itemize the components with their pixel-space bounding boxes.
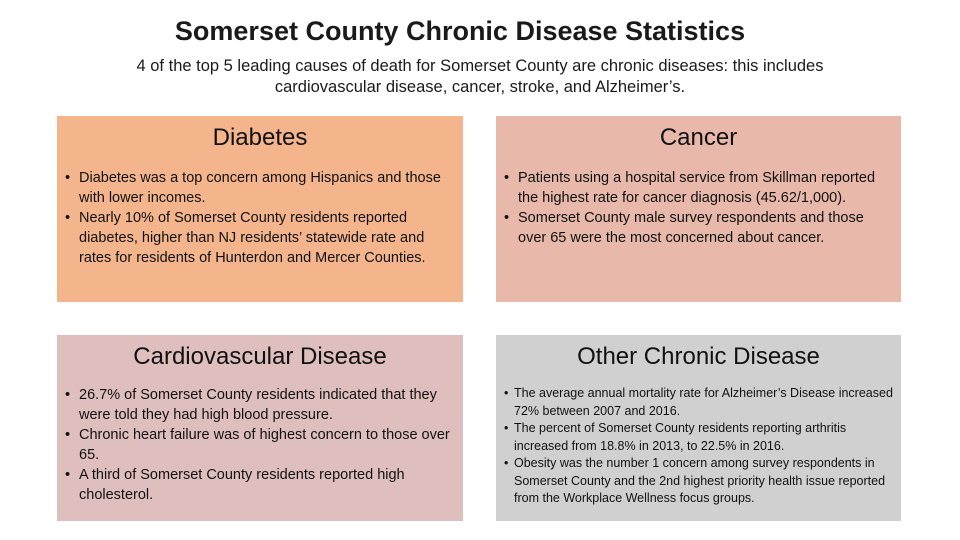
diabetes-box: Diabetes Diabetes was a top concern amon…: [57, 116, 463, 302]
list-item: 26.7% of Somerset County residents indic…: [65, 385, 455, 425]
list-item: Patients using a hospital service from S…: [504, 168, 893, 208]
cancer-list: Patients using a hospital service from S…: [504, 168, 893, 248]
page-subtitle: 4 of the top 5 leading causes of death f…: [136, 57, 824, 96]
other-chronic-disease-list: The average annual mortality rate for Al…: [504, 385, 893, 508]
page-title: Somerset County Chronic Disease Statisti…: [174, 16, 746, 46]
list-item: A third of Somerset County residents rep…: [65, 465, 455, 505]
cardiovascular-box: Cardiovascular Disease 26.7% of Somerset…: [57, 335, 463, 521]
list-item: Chronic heart failure was of highest con…: [65, 425, 455, 465]
list-item: The average annual mortality rate for Al…: [504, 385, 893, 420]
list-item: Nearly 10% of Somerset County residents …: [65, 208, 455, 268]
list-item: The percent of Somerset County residents…: [504, 420, 893, 455]
list-item: Obesity was the number 1 concern among s…: [504, 455, 893, 508]
diabetes-heading: Diabetes: [212, 124, 308, 151]
cancer-heading: Cancer: [659, 124, 738, 151]
other-chronic-disease-heading: Other Chronic Disease: [577, 343, 820, 370]
cancer-box: Cancer Patients using a hospital service…: [496, 116, 901, 302]
list-item: Somerset County male survey respondents …: [504, 208, 893, 248]
other-chronic-disease-box: Other Chronic Disease The average annual…: [496, 335, 901, 521]
cardiovascular-list: 26.7% of Somerset County residents indic…: [65, 385, 455, 505]
cardiovascular-heading: Cardiovascular Disease: [133, 343, 387, 370]
diabetes-list: Diabetes was a top concern among Hispani…: [65, 168, 455, 268]
list-item: Diabetes was a top concern among Hispani…: [65, 168, 455, 208]
